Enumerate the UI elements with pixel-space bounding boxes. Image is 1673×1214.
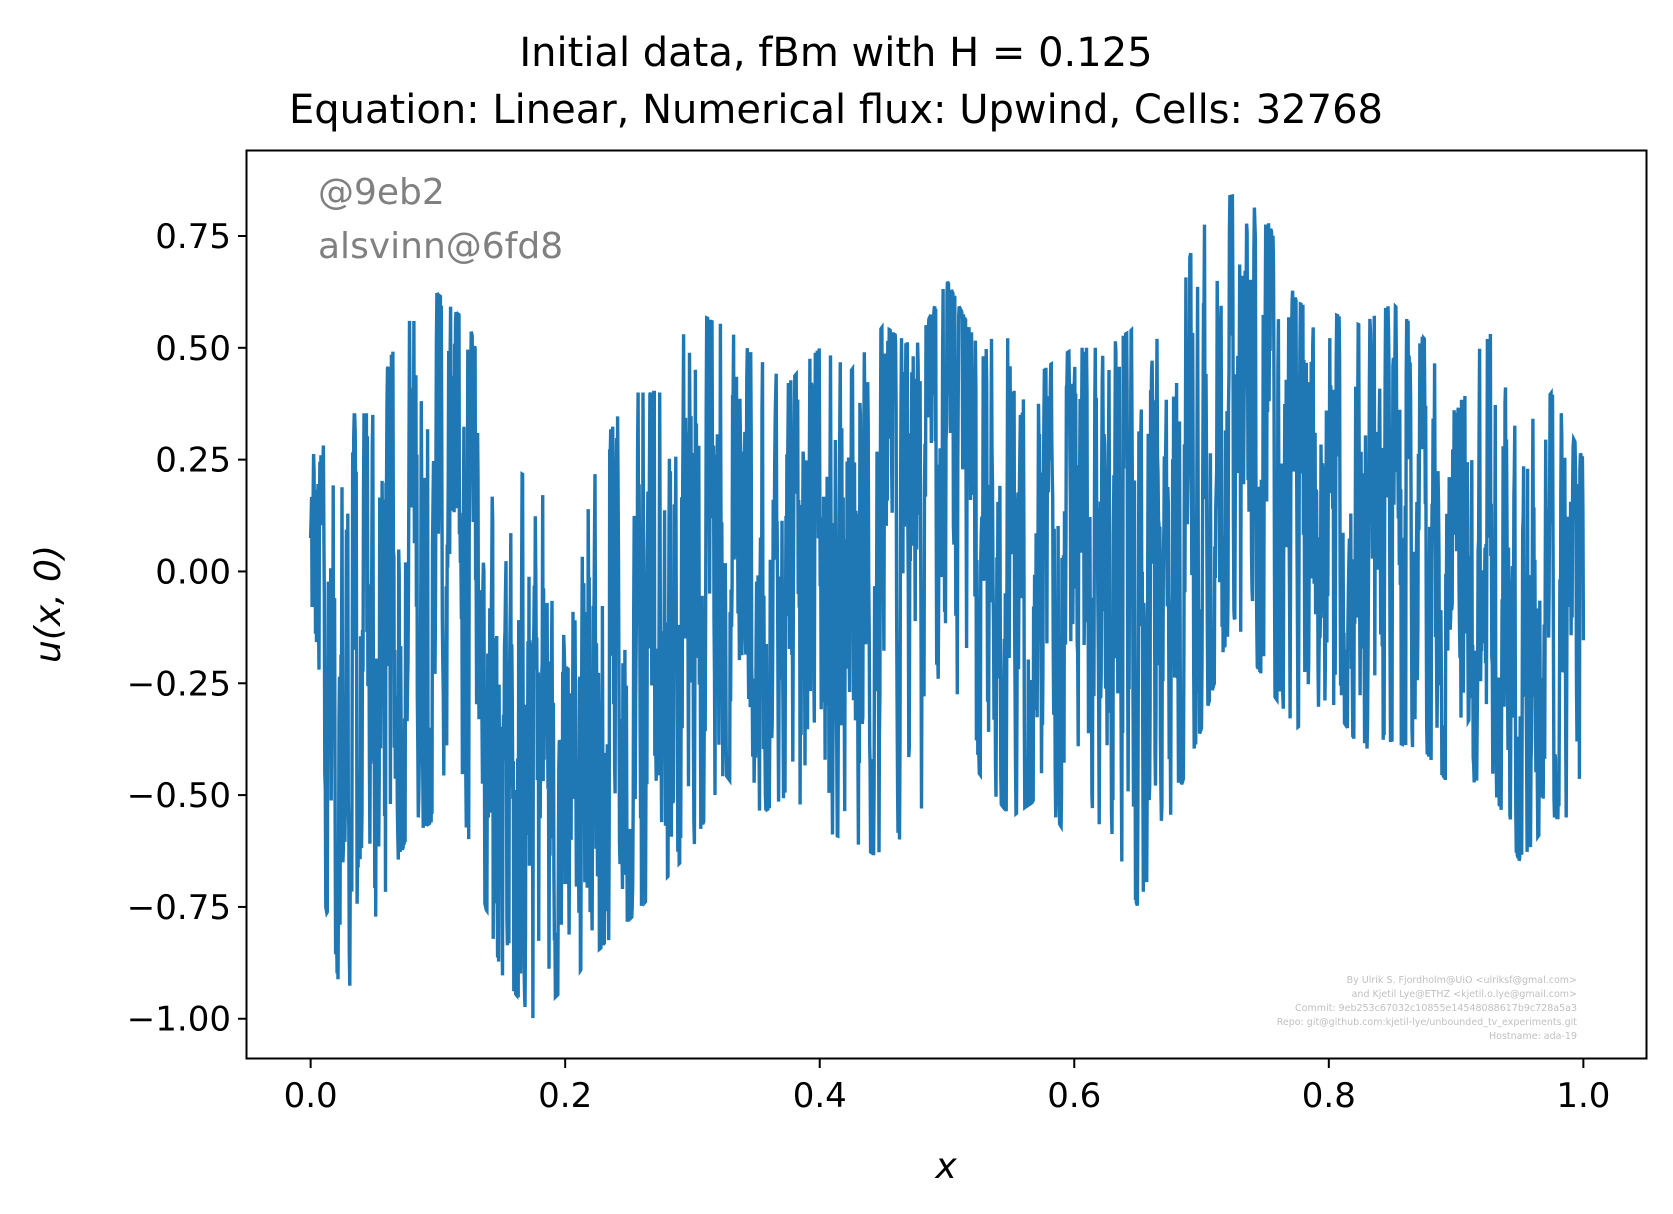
y-tick-label: 0.25 (155, 441, 231, 481)
x-axis-ticks: 0.0 0.2 0.4 0.6 0.8 1.0 (284, 1059, 1610, 1116)
x-tick-label: 1.0 (1556, 1076, 1610, 1116)
x-tick-label: 0.4 (793, 1076, 847, 1116)
credit-line-3: Commit: 9eb253c67032c10855e14548088617b9… (1295, 1003, 1577, 1014)
annotation-alsvinn: alsvinn@6fd8 (318, 226, 563, 267)
credit-block: By Ulrik S. Fjordholm@UiO <ulriksf@gmal.… (1277, 975, 1578, 1042)
x-tick-label: 0.8 (1302, 1076, 1356, 1116)
y-tick-label: 0.75 (155, 217, 231, 257)
x-axis-label: x (934, 1146, 957, 1187)
series-line (308, 193, 1586, 1019)
credit-line-5: Hostname: ada-19 (1489, 1031, 1577, 1042)
y-axis-ticks: 0.75 0.50 0.25 0.00 −0.25 −0.50 −0.75 −1.00 (127, 217, 247, 1040)
y-tick-label: 0.00 (155, 552, 231, 592)
credit-line-4: Repo: git@github.com:kjetil-lye/unbounde… (1277, 1017, 1578, 1028)
y-tick-label: 0.50 (155, 329, 231, 369)
y-tick-label: −0.25 (127, 664, 231, 704)
chart-title-line-1: Initial data, fBm with H = 0.125 (519, 30, 1152, 76)
y-axis-label: u(x, 0) (28, 545, 69, 663)
x-tick-label: 0.6 (1047, 1076, 1101, 1116)
y-tick-label: −0.75 (127, 888, 231, 928)
series-layer (308, 193, 1586, 1019)
x-tick-label: 0.0 (284, 1076, 338, 1116)
y-tick-label: −0.50 (127, 776, 231, 816)
plot-frame (245, 149, 1648, 1060)
chart-title-line-2: Equation: Linear, Numerical flux: Upwind… (289, 87, 1383, 133)
annotation-commit: @9eb2 (318, 172, 445, 213)
credit-line-1: By Ulrik S. Fjordholm@UiO <ulriksf@gmal.… (1347, 975, 1577, 986)
x-tick-label: 0.2 (538, 1076, 592, 1116)
y-tick-label: −1.00 (127, 1000, 231, 1040)
credit-line-2: and Kjetil Lye@ETHZ <kjetil.o.lye@gmail.… (1352, 989, 1577, 1000)
